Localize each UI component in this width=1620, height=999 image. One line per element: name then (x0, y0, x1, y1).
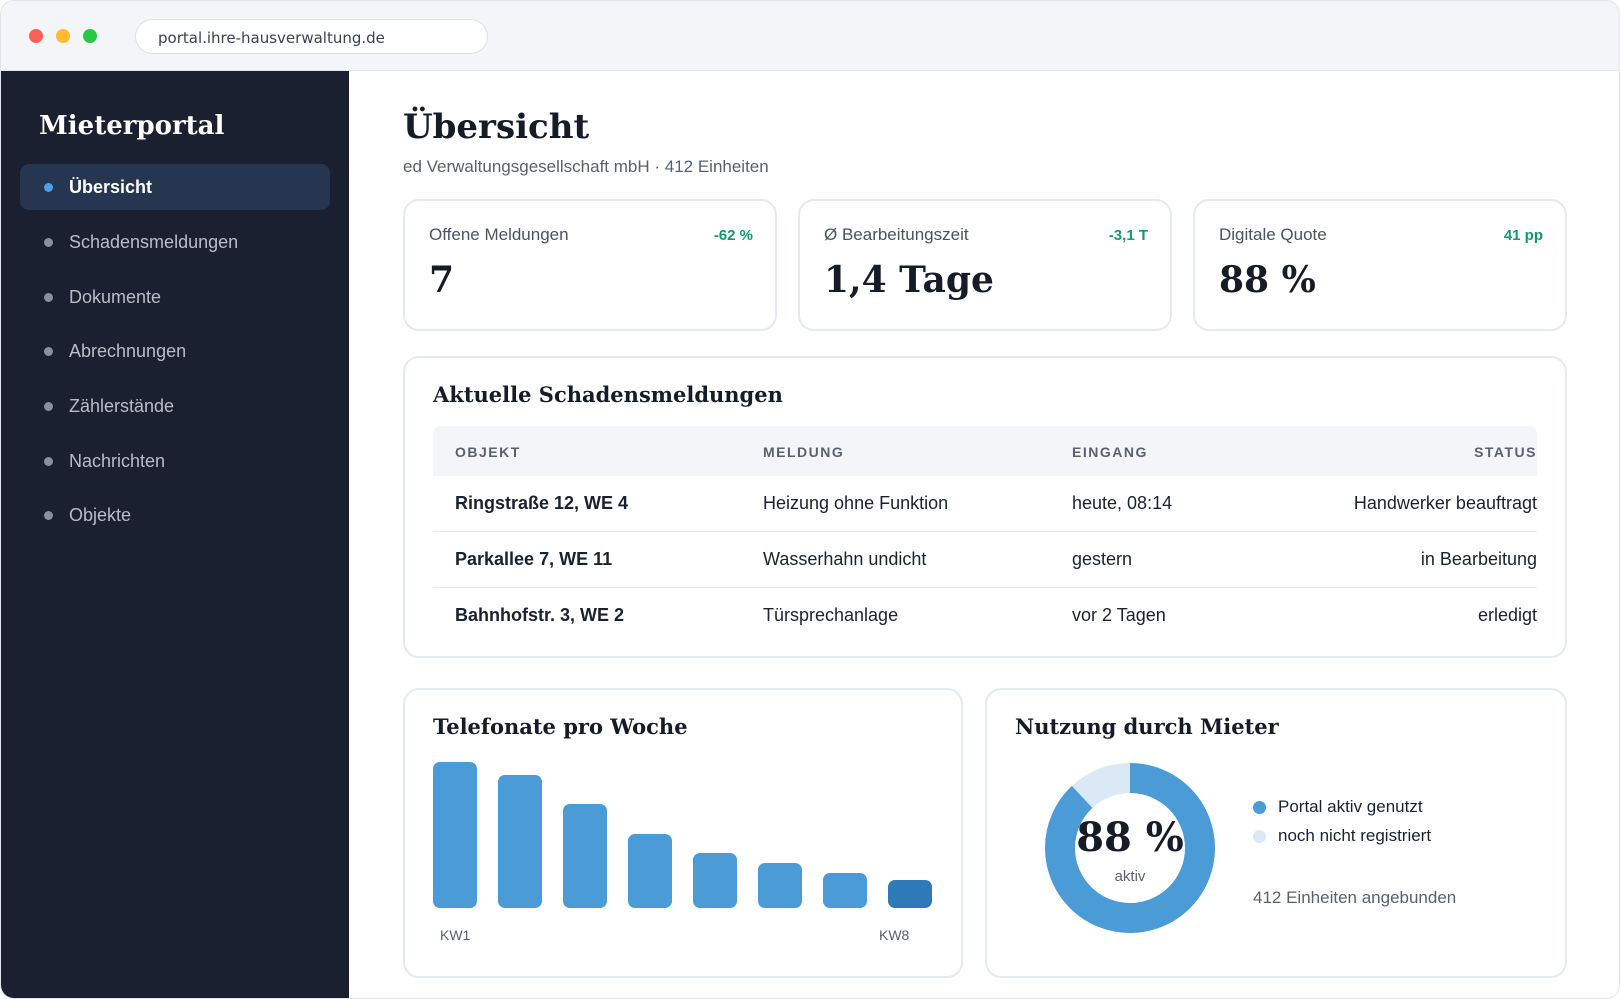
sidebar-item-abrechnungen[interactable]: Abrechnungen (20, 328, 330, 374)
sidebar-item-label: Schadensmeldungen (69, 231, 239, 252)
sidebar-item-label: Objekte (69, 504, 132, 525)
kpi-card-bearbeitungszeit: Ø Bearbeitungszeit -3,1 T 1,4 Tage (798, 199, 1172, 331)
sidebar-item-label: Dokumente (69, 286, 162, 307)
bullet-icon (44, 292, 53, 302)
cell-status: in Bearbeitung (1420, 549, 1537, 569)
bullet-icon (44, 182, 53, 192)
bullet-icon (44, 401, 53, 411)
kpi-label: Offene Meldungen (429, 225, 569, 244)
page-subtitle: ed Verwaltungsgesellschaft mbH · 412 Ein… (403, 157, 769, 176)
kpi-value: 7 (429, 259, 455, 301)
donut-center-value: 88 % (1076, 814, 1184, 861)
cell-meldung: Türsprechanlage (763, 605, 899, 625)
browser-titlebar: portal.ihre-hausverwaltung.de (1, 1, 1619, 71)
sidebar-item-schadensmeldungen[interactable]: Schadensmeldungen (20, 219, 330, 265)
maximize-window-button[interactable] (83, 29, 97, 43)
bullet-icon (44, 237, 53, 247)
sidebar-item-zaehlerstaende[interactable]: Zählerstände (20, 383, 330, 429)
column-header-objekt[interactable]: OBJEKT (455, 444, 521, 460)
brand-logo: Mieterportal (39, 111, 225, 141)
usage-note: 412 Einheiten angebunden (1253, 888, 1457, 907)
sidebar-item-uebersicht[interactable]: Übersicht (20, 164, 330, 210)
donut-slice-1 (1045, 763, 1215, 933)
x-tick-label-first: KW1 (440, 927, 471, 943)
table-header: OBJEKT MELDUNG EINGANG STATUS (433, 426, 1537, 476)
cell-eingang: gestern (1072, 549, 1133, 569)
sidebar-item-label: Nachrichten (69, 450, 166, 471)
usage-card: Nutzung durch Mieter 88 % aktiv Portal a… (985, 688, 1567, 978)
kpi-value: 1,4 Tage (824, 259, 994, 301)
cell-status: erledigt (1477, 605, 1537, 625)
column-header-eingang[interactable]: EINGANG (1072, 444, 1148, 460)
kpi-card-offene-meldungen: Offene Meldungen -62 % 7 (403, 199, 777, 331)
cell-eingang: vor 2 Tagen (1072, 605, 1166, 625)
cell-objekt: Parkallee 7, WE 11 (455, 549, 613, 569)
cell-objekt: Bahnhofstr. 3, WE 2 (455, 605, 625, 625)
kpi-label: Digitale Quote (1219, 225, 1327, 244)
sidebar-item-dokumente[interactable]: Dokumente (20, 274, 330, 320)
cell-objekt: Ringstraße 12, WE 4 (455, 493, 629, 513)
kpi-delta: -62 % (713, 227, 753, 244)
table-row[interactable]: Ringstraße 12, WE 4 Heizung ohne Funktio… (433, 476, 1537, 532)
x-tick-label-last: KW8 (879, 927, 910, 943)
bar-kw3 (563, 804, 607, 908)
usage-donut-chart (1045, 763, 1215, 933)
kpi-delta: 41 pp (1503, 227, 1543, 244)
reports-title: Aktuelle Schadensmeldungen (433, 382, 783, 407)
cell-meldung: Wasserhahn undicht (763, 549, 927, 569)
column-header-meldung[interactable]: MELDUNG (763, 444, 845, 460)
sidebar-item-nachrichten[interactable]: Nachrichten (20, 438, 330, 484)
kpi-value: 88 % (1219, 259, 1316, 301)
page-title: Übersicht (403, 107, 590, 147)
sidebar: Mieterportal Übersicht Schadensmeldungen… (1, 71, 349, 998)
close-window-button[interactable] (29, 29, 43, 43)
kpi-delta: -3,1 T (1108, 227, 1148, 244)
table-row[interactable]: Bahnhofstr. 3, WE 2 Türsprechanlage vor … (433, 588, 1537, 644)
bar-kw1 (433, 762, 477, 908)
bar-kw2 (498, 775, 542, 908)
bar-kw7 (823, 872, 867, 908)
kpi-label: Ø Bearbeitungszeit (824, 225, 969, 244)
sidebar-item-objekte[interactable]: Objekte (20, 492, 330, 538)
bar-kw6 (758, 862, 802, 908)
legend-dot-icon (1253, 829, 1266, 843)
minimize-window-button[interactable] (56, 29, 70, 43)
donut-center-label: aktiv (1114, 868, 1146, 885)
cell-meldung: Heizung ohne Funktion (763, 493, 949, 513)
sidebar-item-label: Zählerstände (69, 395, 175, 416)
bar-kw8 (888, 880, 932, 908)
sidebar-item-label: Abrechnungen (69, 340, 187, 361)
legend-label: noch nicht registriert (1278, 826, 1432, 845)
bullet-icon (44, 456, 53, 466)
sidebar-item-label: Übersicht (69, 176, 153, 197)
usage-title: Nutzung durch Mieter (1015, 714, 1279, 739)
legend-item-active: Portal aktiv genutzt (1253, 797, 1423, 817)
bar-kw4 (628, 833, 672, 908)
cell-status: Handwerker beauftragt (1353, 493, 1537, 513)
reports-card: Aktuelle Schadensmeldungen OBJEKT MELDUN… (403, 356, 1567, 658)
address-bar[interactable]: portal.ihre-hausverwaltung.de (135, 19, 488, 54)
column-header-status[interactable]: STATUS (1474, 444, 1537, 460)
kpi-card-digitale-quote: Digitale Quote 41 pp 88 % (1193, 199, 1567, 331)
main-content: Übersicht ed Verwaltungsgesellschaft mbH… (349, 71, 1619, 998)
bar-kw5 (693, 852, 737, 908)
cell-eingang: heute, 08:14 (1072, 493, 1173, 513)
chart-title: Telefonate pro Woche (433, 714, 688, 739)
table-row[interactable]: Parkallee 7, WE 11 Wasserhahn undicht ge… (433, 532, 1537, 588)
legend-dot-icon (1253, 800, 1266, 814)
bullet-icon (44, 510, 53, 520)
calls-chart-card: Telefonate pro Woche KW1 KW8 (403, 688, 963, 978)
bullet-icon (44, 346, 53, 356)
legend-label: Portal aktiv genutzt (1278, 797, 1423, 816)
legend-item-unregistered: noch nicht registriert (1253, 826, 1431, 846)
